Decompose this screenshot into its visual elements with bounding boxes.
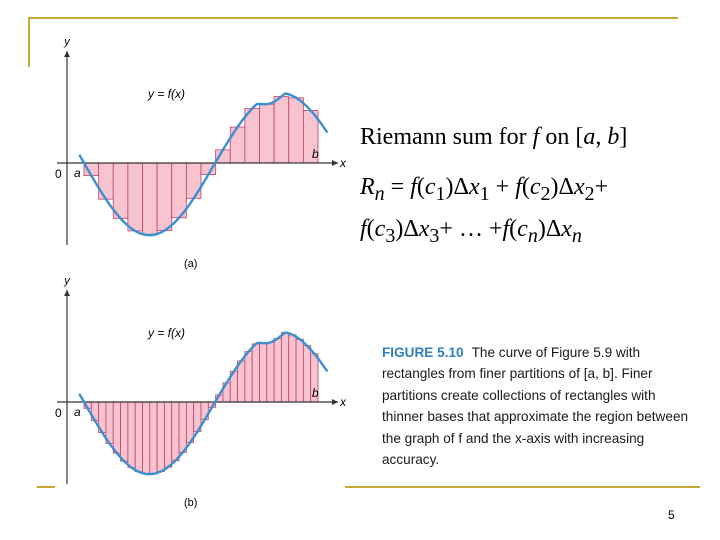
panel-label: (a): [184, 258, 197, 270]
panel-b: y x 0 a b y = f(x) (b): [55, 275, 347, 509]
x-axis-label: x: [339, 156, 347, 170]
x-axis-arrow-icon: [332, 399, 338, 405]
y-axis-arrow-icon: [64, 51, 70, 57]
riemann-rectangle: [120, 401, 129, 462]
riemann-rectangle: [295, 338, 304, 403]
frame-bottom-line-right: [345, 486, 700, 488]
riemann-rectangle: [171, 401, 180, 462]
riemann-formula-line2: f(c3)Δx3+ … +f(cn)Δxn: [360, 216, 582, 247]
riemann-rectangle: [156, 162, 173, 231]
riemann-rectangle: [142, 401, 151, 475]
riemann-rectangle: [281, 332, 290, 403]
page-number: 5: [668, 508, 675, 522]
panel-label: (b): [184, 497, 197, 509]
riemann-rectangle: [302, 345, 312, 403]
figure-caption: FIGURE 5.10 The curve of Figure 5.9 with …: [382, 342, 697, 470]
panel-a: y x 0 a b y = f(x) (a): [55, 36, 347, 270]
y-axis-arrow-icon: [64, 290, 70, 296]
origin-label: 0: [55, 167, 62, 181]
riemann-rectangle: [171, 162, 187, 219]
x-axis-arrow-icon: [332, 160, 338, 166]
riemann-rectangle: [237, 360, 246, 403]
riemann-rectangle: [142, 162, 158, 236]
function-curve: [78, 92, 329, 237]
riemann-rectangle: [112, 162, 129, 219]
riemann-rectangle: [244, 108, 260, 164]
a-label: a: [74, 166, 81, 180]
figure-caption-text: The curve of Figure 5.9 with rectangles …: [382, 345, 689, 468]
riemann-rectangle: [112, 401, 121, 454]
function-curve: [78, 331, 329, 476]
riemann-rectangle: [259, 103, 275, 164]
riemann-rectangle: [185, 162, 202, 199]
riemann-formula-line1: Rn = f(c1)Δx1 + f(c2)Δx2+: [360, 174, 609, 205]
x-axis-label: x: [339, 395, 347, 409]
riemann-heading: Riemann sum for f on [a, b]: [360, 124, 628, 150]
riemann-rectangle: [251, 343, 260, 403]
frame-top-line: [28, 17, 678, 19]
riemann-rectangle: [156, 401, 165, 472]
curve-label: y = f(x): [147, 87, 185, 101]
origin-label: 0: [55, 406, 62, 420]
riemann-rectangle: [127, 162, 143, 232]
riemann-rectangle: [259, 342, 268, 403]
riemann-rectangle: [288, 334, 297, 403]
riemann-rectangle: [273, 96, 290, 164]
riemann-rectangle: [178, 401, 187, 453]
riemann-rectangle: [127, 401, 136, 468]
riemann-rectangle: [185, 401, 195, 444]
riemann-rectangle: [288, 97, 304, 164]
a-label: a: [74, 405, 81, 419]
riemann-rectangle: [164, 401, 173, 468]
riemann-rectangle: [244, 351, 253, 403]
riemann-rectangle: [229, 126, 246, 164]
frame-bottom-line-left: [37, 486, 55, 488]
y-axis-label: y: [63, 275, 71, 287]
frame-left-line: [28, 17, 30, 67]
riemann-rectangle: [266, 342, 275, 403]
b-label: b: [312, 147, 319, 161]
riemann-rectangle: [273, 337, 282, 403]
riemann-rectangle: [149, 401, 158, 475]
riemann-rectangle: [134, 401, 143, 473]
y-axis-label: y: [63, 36, 71, 48]
curve-label: y = f(x): [147, 326, 185, 340]
figure-number: FIGURE 5.10: [382, 345, 464, 360]
b-label: b: [312, 386, 319, 400]
riemann-rectangle: [98, 162, 114, 200]
riemann-rectangle: [105, 401, 114, 444]
